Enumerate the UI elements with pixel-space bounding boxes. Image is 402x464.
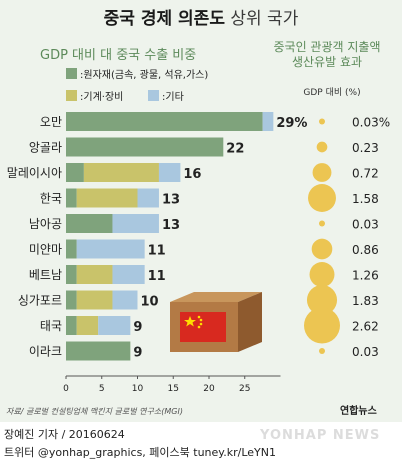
legend-swatch-raw	[66, 68, 77, 79]
bubble-value-label: 0.03	[352, 218, 379, 232]
bar-segment	[76, 239, 145, 259]
china-flag-icon	[180, 312, 226, 342]
bar-segment	[76, 265, 113, 284]
bar-segment	[66, 265, 77, 284]
bar-chart-subtitle: GDP 대비 대 중국 수출 비중	[40, 48, 197, 63]
social-links: 트위터 @yonhap_graphics, 페이스북 tuney.kr/LeYN…	[4, 446, 276, 459]
bar-segment	[66, 239, 77, 259]
bubble	[304, 307, 340, 344]
country-label: 베트남	[29, 268, 62, 282]
bubble-value-label: 0.03	[352, 345, 379, 359]
country-label: 앙골라	[29, 141, 62, 155]
bubble	[308, 184, 336, 212]
bubble	[319, 220, 325, 227]
country-label: 한국	[40, 192, 62, 206]
bar-total-label: 16	[183, 167, 201, 182]
bar-total-label: 29%	[276, 116, 307, 131]
watermark: YONHAP NEWS	[260, 428, 381, 443]
bar-total-label: 10	[141, 295, 159, 310]
bubble-value-label: 2.62	[352, 320, 379, 334]
bar-segment	[66, 112, 263, 131]
chart-svg: 오만 29% 앙골라 22 말레이시아 16 한국 13 남아공 13 미얀마 11 베트남 11 싱가포르…	[7, 112, 390, 394]
country-label: 남아공	[29, 217, 62, 231]
bubble-value-label: 0.03%	[352, 116, 390, 130]
x-tick-label: 5	[99, 384, 105, 394]
legend-label-raw: :원자재(금속, 광물, 석유,가스)	[80, 70, 209, 81]
bar-total-label: 13	[162, 218, 180, 233]
legend-item-other: :기타	[148, 88, 184, 103]
x-tick-label: 20	[203, 384, 215, 394]
legend-label-other: :기타	[162, 92, 184, 103]
bar-segment	[66, 214, 113, 233]
bar-total-label: 11	[148, 244, 166, 259]
legend-swatch-other	[148, 90, 159, 101]
bar-segment	[83, 163, 159, 182]
source-note: 자료/ 글로벌 컨설팅업체 맥킨지 글로벌 연구소(MGI)	[6, 407, 183, 416]
bubble-subtitle-line2: 생산유발 효과	[291, 55, 363, 69]
bar-segment	[66, 316, 77, 335]
bar-segment	[158, 163, 181, 182]
country-label: 말레이시아	[7, 166, 62, 180]
bar-segment	[66, 341, 131, 361]
bubble-unit-label: GDP 대비 (%)	[303, 88, 361, 98]
legend-label-machine: :기계·장비	[80, 92, 124, 103]
title-main: 중국 경제 의존도	[103, 9, 225, 29]
bubble-value-label: 0.23	[352, 141, 379, 155]
bubble	[306, 284, 338, 316]
country-label: 이라크	[29, 345, 62, 359]
bar-segment	[66, 163, 84, 182]
bar-segment	[262, 112, 274, 131]
bar-total-label: 22	[226, 142, 244, 157]
legend-item-raw: :원자재(금속, 광물, 석유,가스)	[66, 66, 208, 81]
bubble	[319, 118, 325, 125]
bubble	[309, 262, 335, 287]
bubble-chart-subtitle: 중국인 관광객 지출액 생산유발 효과	[252, 40, 402, 70]
bar-segment	[66, 188, 77, 208]
bar-segment	[112, 290, 138, 310]
bubble	[312, 163, 332, 182]
bubble	[316, 141, 328, 153]
bar-segment	[76, 188, 138, 208]
legend-item-machine: :기계·장비	[66, 88, 123, 103]
country-label: 태국	[40, 319, 62, 333]
china-box-illustration	[170, 292, 262, 352]
bar-total-label: 13	[162, 193, 180, 208]
yonhap-logo: 연합뉴스	[340, 406, 377, 417]
bubble-subtitle-line1: 중국인 관광객 지출액	[273, 40, 381, 54]
bar-segment	[137, 188, 159, 208]
bar-segment	[66, 290, 77, 310]
page-title: 중국 경제 의존도 상위 국가	[0, 4, 402, 29]
x-tick-label: 25	[239, 384, 250, 394]
bar-segment	[66, 137, 224, 157]
bar-segment	[76, 290, 113, 310]
bar-total-label: 9	[133, 346, 142, 361]
bubble-value-label: 1.83	[352, 294, 379, 308]
x-tick-label: 15	[168, 384, 179, 394]
bubble-value-label: 0.86	[352, 243, 379, 257]
x-tick-label: 10	[132, 384, 144, 394]
bar-segment	[76, 316, 99, 335]
country-label: 오만	[40, 115, 62, 129]
bar-segment	[112, 214, 159, 233]
byline: 장예진 기자 / 20160624	[4, 428, 125, 441]
bubble	[319, 348, 325, 354]
bubble	[311, 238, 333, 260]
bubble-value-label: 1.26	[352, 269, 379, 283]
legend-swatch-machine	[66, 90, 77, 101]
country-label: 싱가포르	[18, 294, 62, 308]
bar-total-label: 9	[133, 320, 142, 335]
bar-segment	[98, 316, 131, 335]
bar-total-label: 11	[148, 269, 166, 284]
x-tick-label: 0	[63, 384, 69, 394]
bubble-value-label: 1.58	[352, 192, 379, 206]
bubble-value-label: 0.72	[352, 167, 379, 181]
title-suffix: 상위 국가	[230, 9, 299, 29]
country-label: 미얀마	[29, 243, 62, 257]
bar-segment	[112, 265, 145, 284]
